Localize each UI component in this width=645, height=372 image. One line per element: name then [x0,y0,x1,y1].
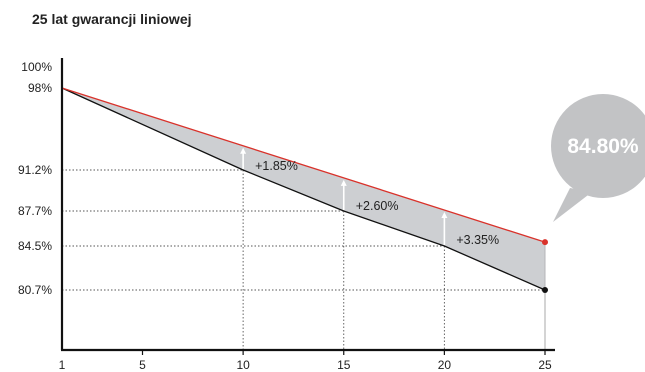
gain-label: +1.85% [255,159,298,173]
callout-value: 84.80% [567,135,639,158]
y-tick-label: 100% [21,60,52,74]
chart-title: 25 lat gwarancji liniowej [32,11,192,27]
x-tick-label: 5 [139,358,146,372]
gain-arrow-head [441,212,448,219]
standard-end-point [542,287,548,293]
y-tick-label: 87.7% [18,204,52,218]
linear-warranty-line [61,87,546,243]
gain-label: +3.35% [456,233,499,247]
callout-tail [553,188,592,222]
x-tick-label: 20 [438,358,452,372]
x-tick-label: 15 [337,358,351,372]
gain-label: +2.60% [356,199,399,213]
gain-arrow-head [240,147,247,154]
gain-arrow-head [340,179,347,186]
standard-degradation-line [61,87,546,291]
x-tick-label: 10 [236,358,250,372]
warranty-end-point [542,239,548,246]
y-tick-label: 84.5% [18,239,52,253]
chart-marks: +1.85% +2.60% +3.35% 100% 98% 91.2% 87.7% 84.5%… [18,58,645,372]
x-tick-label: 25 [538,358,552,372]
y-tick-label: 80.7% [18,283,52,297]
y-tick-label: 91.2% [18,163,52,177]
gain-area [62,88,545,290]
callout-bubble [551,94,645,198]
y-tick-label: 98% [28,81,52,95]
x-tick-label: 1 [59,358,66,372]
